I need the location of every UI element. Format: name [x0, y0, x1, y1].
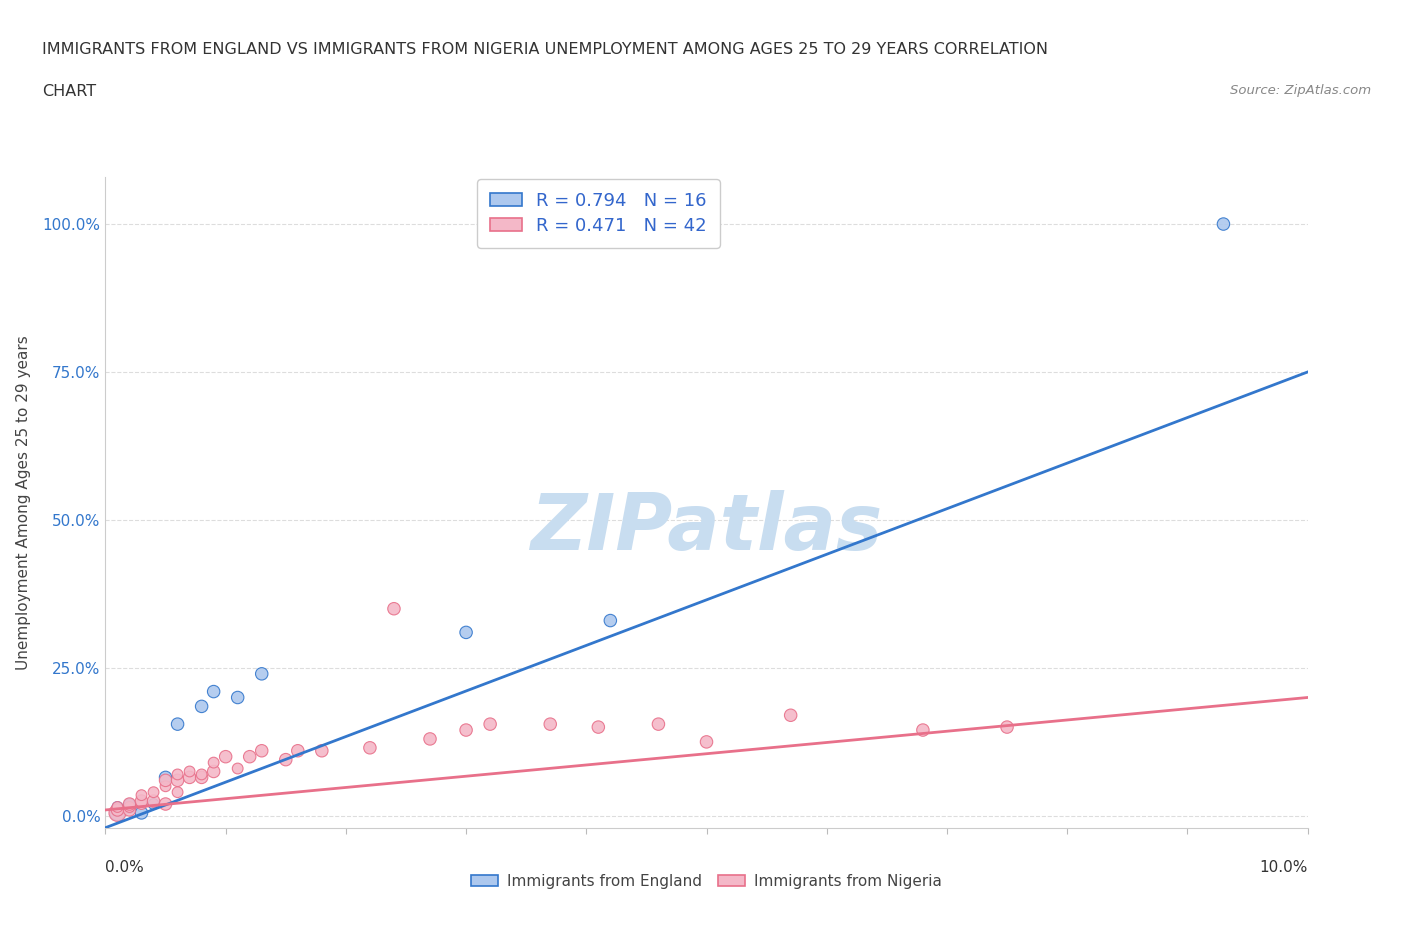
- Point: [118, 800, 141, 815]
- Text: IMMIGRANTS FROM ENGLAND VS IMMIGRANTS FROM NIGERIA UNEMPLOYMENT AMONG AGES 25 TO: IMMIGRANTS FROM ENGLAND VS IMMIGRANTS FR…: [42, 42, 1049, 57]
- Point: [311, 743, 333, 758]
- Point: [131, 797, 153, 812]
- Point: [179, 764, 201, 779]
- Point: [179, 770, 201, 785]
- Point: [131, 788, 153, 803]
- Point: [118, 800, 141, 815]
- Point: [382, 602, 405, 617]
- Point: [239, 750, 262, 764]
- Point: [202, 684, 225, 699]
- Point: [454, 723, 477, 737]
- Point: [202, 755, 225, 770]
- Point: [696, 735, 718, 750]
- Point: [479, 717, 502, 732]
- Point: [118, 803, 141, 817]
- Point: [599, 613, 621, 628]
- Point: [107, 803, 129, 817]
- Point: [190, 699, 212, 714]
- Point: [995, 720, 1018, 735]
- Text: Source: ZipAtlas.com: Source: ZipAtlas.com: [1230, 84, 1371, 97]
- Point: [911, 723, 934, 737]
- Point: [155, 770, 177, 785]
- Point: [131, 793, 153, 808]
- Point: [419, 732, 441, 747]
- Point: [142, 793, 165, 808]
- Point: [202, 764, 225, 779]
- Point: [250, 667, 273, 682]
- Text: 10.0%: 10.0%: [1260, 860, 1308, 875]
- Point: [166, 773, 188, 788]
- Point: [142, 797, 165, 812]
- Point: [538, 717, 561, 732]
- Point: [107, 803, 129, 817]
- Point: [226, 761, 249, 776]
- Point: [214, 750, 236, 764]
- Text: 0.0%: 0.0%: [105, 860, 145, 875]
- Point: [107, 805, 129, 820]
- Point: [155, 797, 177, 812]
- Point: [779, 708, 801, 723]
- Point: [131, 805, 153, 820]
- Point: [287, 743, 309, 758]
- Point: [454, 625, 477, 640]
- Legend: Immigrants from England, Immigrants from Nigeria: Immigrants from England, Immigrants from…: [464, 868, 949, 895]
- Point: [647, 717, 669, 732]
- Point: [1212, 217, 1234, 232]
- Point: [166, 767, 188, 782]
- Point: [226, 690, 249, 705]
- Point: [166, 785, 188, 800]
- Point: [118, 797, 141, 812]
- Point: [190, 770, 212, 785]
- Point: [107, 805, 129, 820]
- Point: [155, 778, 177, 793]
- Point: [359, 740, 381, 755]
- Y-axis label: Unemployment Among Ages 25 to 29 years: Unemployment Among Ages 25 to 29 years: [17, 335, 31, 670]
- Point: [155, 773, 177, 788]
- Point: [166, 717, 188, 732]
- Text: ZIPatlas: ZIPatlas: [530, 490, 883, 566]
- Point: [107, 800, 129, 815]
- Text: CHART: CHART: [42, 84, 96, 99]
- Point: [118, 797, 141, 812]
- Point: [190, 767, 212, 782]
- Point: [274, 752, 297, 767]
- Point: [142, 785, 165, 800]
- Point: [250, 743, 273, 758]
- Point: [107, 800, 129, 815]
- Point: [588, 720, 610, 735]
